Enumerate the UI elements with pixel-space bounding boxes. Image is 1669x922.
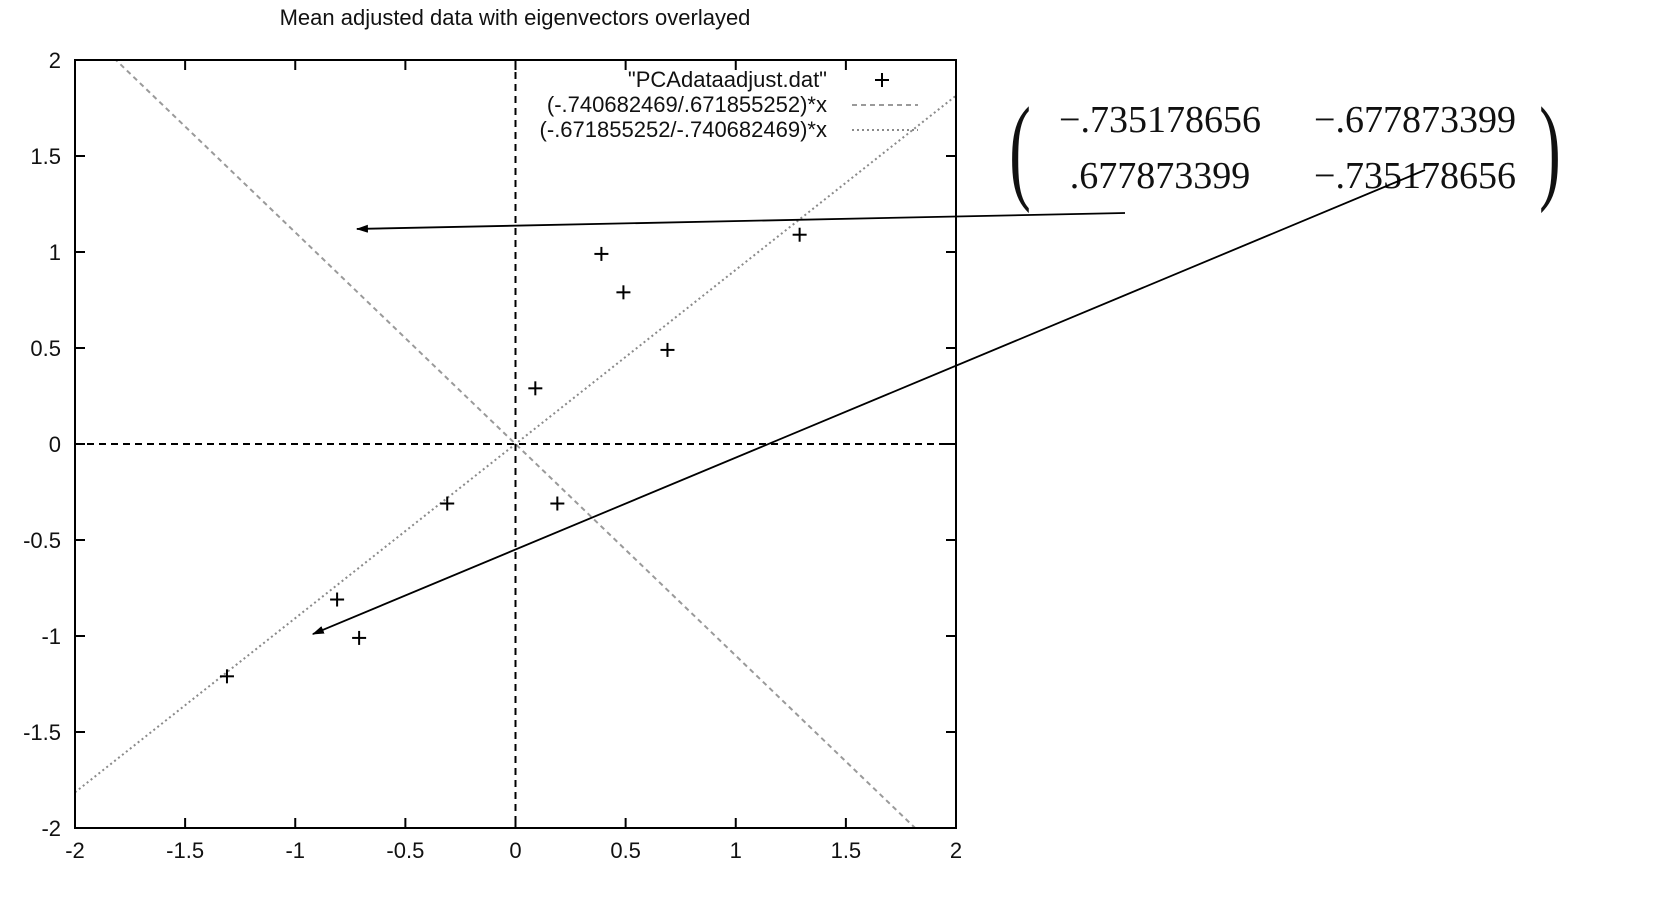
y-tick-label: -2	[41, 816, 61, 841]
y-tick-label: -1	[41, 624, 61, 649]
annotation-arrow	[355, 212, 1126, 233]
y-tick-label: 0	[49, 432, 61, 457]
matrix-cell: −.677873399	[1314, 99, 1516, 141]
legend-label: (-.671855252/-.740682469)*x	[540, 117, 827, 142]
data-point	[352, 630, 367, 645]
matrix-cell: −.735178656	[1314, 155, 1516, 197]
y-tick-label: 0.5	[30, 336, 61, 361]
x-tick-label: 0	[509, 838, 521, 863]
annotation-arrow	[311, 169, 1426, 635]
eigenvector-line	[114, 60, 917, 828]
matrix-cell: .677873399	[1070, 155, 1251, 197]
y-tick-label: 1.5	[30, 144, 61, 169]
x-tick-label: 1.5	[831, 838, 862, 863]
y-tick-label: -0.5	[23, 528, 61, 553]
data-point	[330, 592, 345, 607]
y-tick-label: 2	[49, 48, 61, 73]
data-point	[219, 669, 234, 684]
x-tick-label: -2	[65, 838, 85, 863]
y-tick-label: -1.5	[23, 720, 61, 745]
data-point	[660, 342, 675, 357]
matrix-cell: −.735178656	[1059, 99, 1261, 141]
x-tick-label: -1.5	[166, 838, 204, 863]
matrix-right-paren: )	[1539, 83, 1561, 214]
data-point	[792, 227, 807, 242]
annotation-arrows	[311, 169, 1426, 635]
chart-title: Mean adjusted data with eigenvectors ove…	[280, 5, 751, 30]
data-point	[616, 285, 631, 300]
legend-label: "PCAdataadjust.dat"	[628, 67, 827, 92]
x-tick-label: -1	[285, 838, 305, 863]
matrix-left-paren: (	[1009, 83, 1031, 214]
x-tick-label: 2	[950, 838, 962, 863]
eigenvector-matrix: ( ) −.735178656 −.677873399 .677873399 −…	[1009, 83, 1561, 214]
y-tick-label: 1	[49, 240, 61, 265]
x-tick-label: -0.5	[386, 838, 424, 863]
data-point	[528, 381, 543, 396]
data-point	[594, 246, 609, 261]
data-point	[550, 496, 565, 511]
x-tick-label: 0.5	[610, 838, 641, 863]
legend: "PCAdataadjust.dat"(-.740682469/.6718552…	[540, 67, 918, 142]
data-points	[219, 227, 807, 684]
x-tick-label: 1	[730, 838, 742, 863]
data-point	[440, 496, 455, 511]
zero-axes	[75, 60, 956, 828]
legend-label: (-.740682469/.671855252)*x	[547, 92, 827, 117]
axis-ticks: -2 -1.5 -1 -0.5 0 0.5 1 1.5 2 2 1.5 1 0.5 0 -0.5 -1 -1.5…	[23, 48, 962, 863]
